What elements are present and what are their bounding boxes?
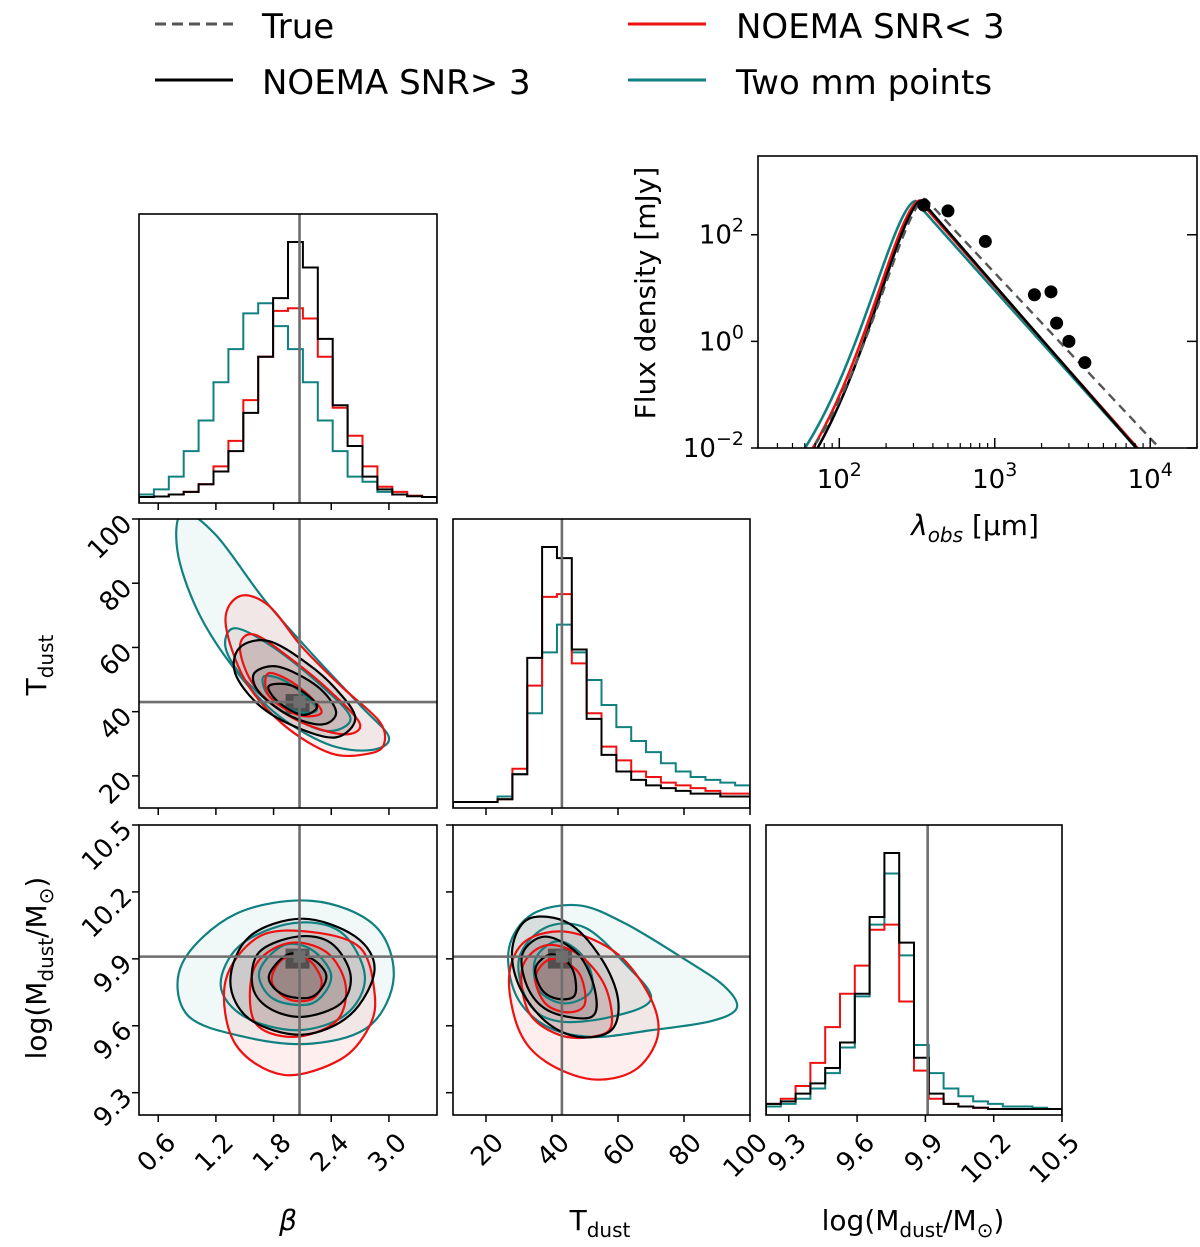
sed-data-point [1062, 334, 1076, 348]
contour-noema-snr-3-level-3 [534, 953, 578, 1001]
y-tick-label: 60 [94, 638, 139, 683]
contour-noema-snr-3-level-3 [267, 682, 319, 716]
contour-noema-snr-3-level-2 [250, 934, 352, 1018]
y-tick-label: 20 [94, 766, 139, 811]
contour-two-mm-points-level-3 [257, 942, 333, 1007]
x-tick-label: 1.8 [247, 1128, 297, 1178]
histogram-step-noema-snr-3 [453, 546, 750, 808]
histogram-frame [765, 824, 1063, 1116]
contour-two-mm-points-level-1 [176, 899, 395, 1046]
sed-data-point [978, 234, 992, 248]
histogram-step-two-mm-points [139, 302, 437, 503]
mdust-xlabel: log(Mdust/M⊙) [822, 1204, 1005, 1242]
sed-data-point [1027, 288, 1041, 302]
y-tick-label: 80 [94, 573, 139, 618]
density-shade [233, 640, 356, 738]
y-tick-label: 102 [699, 215, 744, 251]
x-tick-label: 10.2 [956, 1128, 1018, 1190]
sed-curve-true [811, 197, 1162, 448]
contour-two-mm-points-level-1 [507, 903, 739, 1039]
legend-label-snr-high: NOEMA SNR> 3 [262, 63, 531, 103]
y-tick-label: 9.9 [88, 949, 138, 999]
histogram-frame [138, 213, 438, 504]
density-shade [176, 519, 389, 751]
x-tick-label: 2.4 [305, 1128, 355, 1178]
sed-data-point [1050, 316, 1064, 330]
sed-data-point [1044, 285, 1058, 299]
sed-ylabel: Flux density [mJy] [629, 167, 662, 420]
beta-mdust-contour-panel: 9.3 9.6 9.910.210.5 0.6 1.2 1.8 2.4 3.0 [76, 815, 438, 1178]
x-tick-label: 80 [663, 1128, 708, 1173]
contour-noema-snr-3-level-3 [270, 954, 323, 1003]
legend-label-two-mm: Two mm points [735, 63, 992, 103]
sed-frame [757, 155, 1198, 449]
truth-marker [293, 696, 306, 709]
x-tick-label: 3.0 [362, 1128, 412, 1178]
y-tick-label: 9.3 [88, 1083, 138, 1133]
sed-panel: 102 103 104 10−2 100 102 [683, 155, 1198, 495]
tdust-ylabel: Tdust [20, 634, 58, 696]
contour-noema-snr-3-level-2 [520, 935, 598, 1020]
contour-noema-snr-3-level-1 [507, 930, 660, 1081]
y-tick-label: 100 [82, 509, 138, 565]
contour-frame [138, 518, 438, 809]
x-tick-label: 1.2 [189, 1128, 239, 1178]
histogram-step-noema-snr-3 [766, 852, 1062, 1115]
y-tick-label: 10−2 [683, 428, 744, 464]
x-tick-label: 10.5 [1024, 1128, 1086, 1190]
y-tick-label: 40 [94, 702, 139, 747]
mdust-histogram-panel: 9.3 9.6 9.9 10.2 10.5 [762, 824, 1086, 1190]
contour-noema-snr-3-level-3 [267, 952, 328, 1000]
truth-marker [293, 950, 306, 963]
legend-label-true: True [261, 7, 334, 47]
x-tick-label: 104 [1128, 459, 1173, 495]
y-tick-label: 100 [699, 321, 744, 357]
tdust-mdust-contour-panel: 20 40 60 80 100 [446, 824, 774, 1184]
y-tick-label: 9.6 [88, 1016, 138, 1066]
sed-data-point [941, 204, 955, 218]
x-tick-label: 9.6 [831, 1128, 881, 1178]
beta-tdust-contour-panel: 20 40 60 80 100 [82, 509, 438, 815]
legend: True NOEMA SNR> 3 NOEMA SNR< 3 Two mm po… [155, 7, 1005, 103]
contour-frame [138, 824, 438, 1116]
contour-two-mm-points-level-2 [219, 921, 367, 1032]
tdust-histogram-panel [452, 518, 751, 815]
x-tick-label: 40 [531, 1128, 576, 1173]
contour-noema-snr-3-level-1 [229, 917, 376, 1036]
sed-xlabel: λobs [μm] [909, 509, 1039, 547]
axis-labels: Flux density [mJy] λobs [μm] Tdust log(M… [20, 167, 1039, 1242]
x-tick-label: 9.9 [899, 1128, 949, 1178]
contour-noema-snr-3-level-1 [224, 594, 387, 758]
beta-histogram-panel [138, 213, 438, 510]
sed-data-point [1078, 356, 1092, 370]
density-shade [220, 922, 365, 1031]
truth-marker [555, 950, 568, 963]
contour-noema-snr-3-level-1 [232, 639, 357, 739]
x-tick-label: 0.6 [132, 1128, 182, 1178]
x-tick-label: 20 [465, 1128, 510, 1173]
x-tick-label: 100 [718, 1128, 774, 1184]
contour-frame [452, 824, 751, 1116]
histogram-frame [452, 518, 751, 809]
x-tick-label: 102 [817, 459, 862, 495]
legend-label-snr-low: NOEMA SNR< 3 [736, 7, 1005, 47]
contour-two-mm-points-level-1 [175, 519, 391, 752]
y-tick-label: 10.2 [76, 882, 138, 944]
mdust-ylabel: log(Mdust/M⊙) [20, 877, 58, 1060]
x-tick-label: 60 [597, 1128, 642, 1173]
histogram-step-noema-snr-3 [139, 241, 437, 503]
x-tick-label: 103 [972, 459, 1017, 495]
contour-noema-snr-3-level-2 [251, 665, 338, 726]
tdust-xlabel: Tdust [569, 1204, 631, 1242]
y-tick-label: 10.5 [76, 815, 138, 877]
contour-noema-snr-3-level-2 [248, 941, 348, 1039]
sed-data-point [917, 198, 931, 212]
contour-noema-snr-3-level-1 [222, 929, 377, 1077]
density-shade [225, 595, 386, 756]
density-shade [268, 953, 327, 999]
beta-xlabel: β [278, 1204, 297, 1237]
